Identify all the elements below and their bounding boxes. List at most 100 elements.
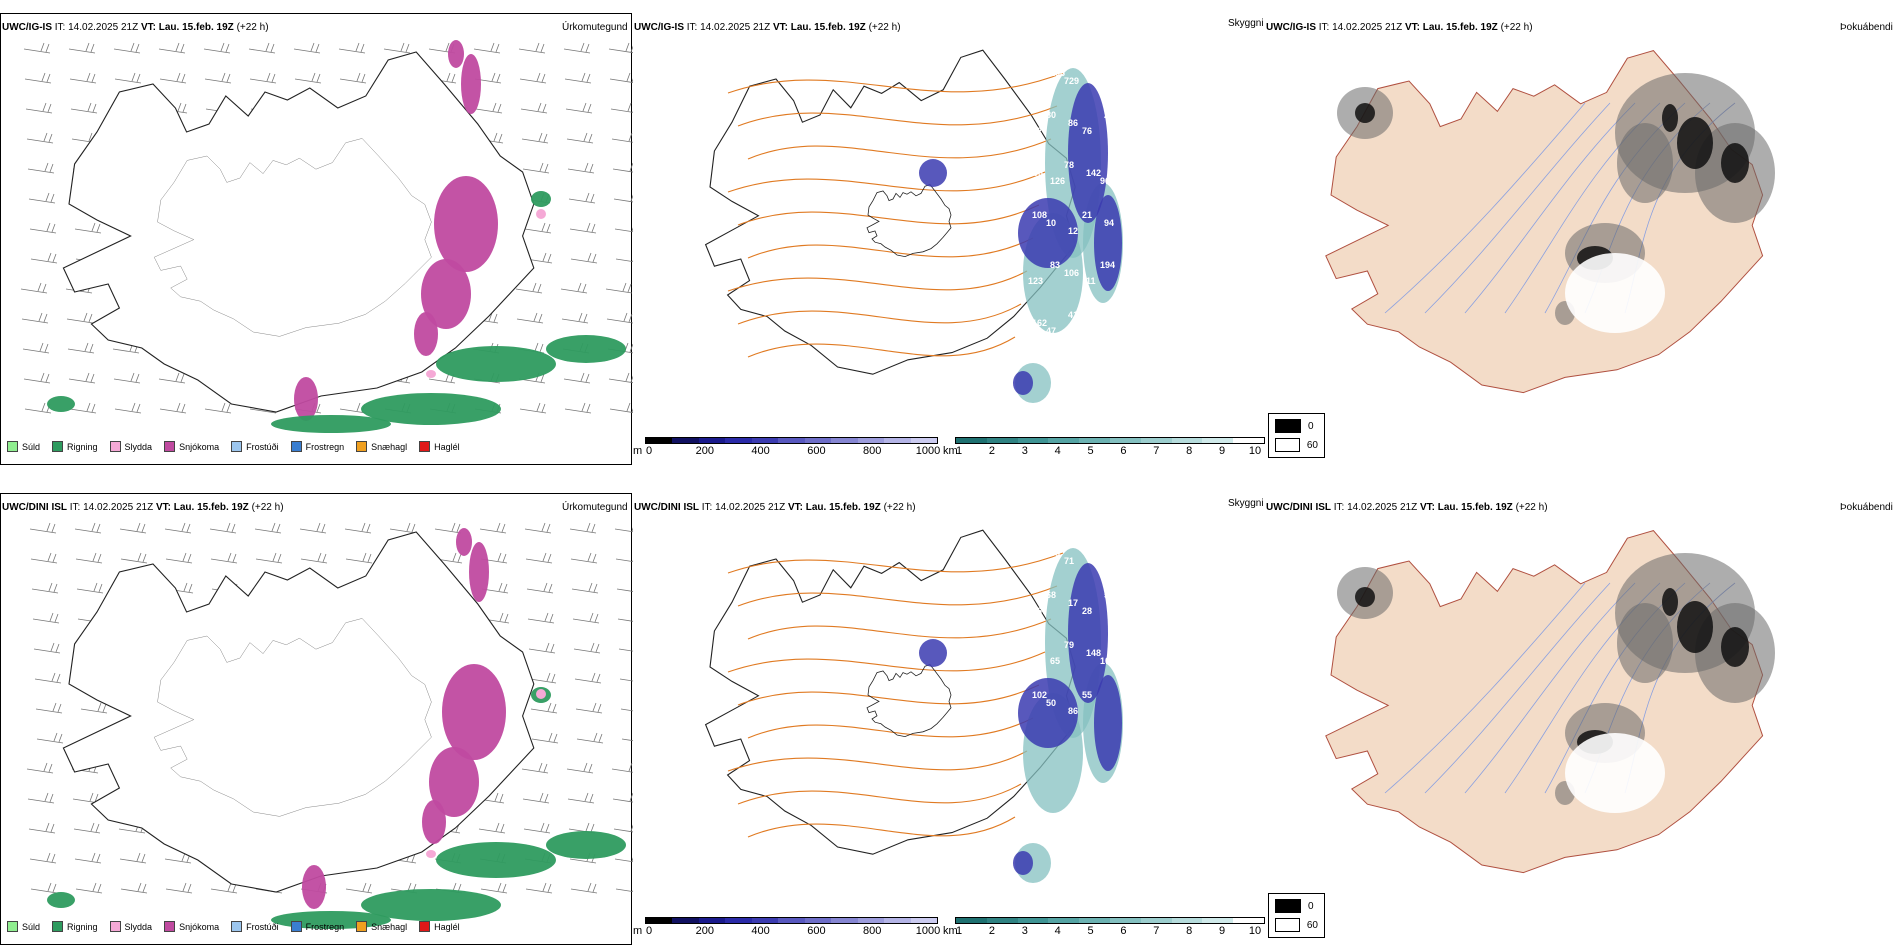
- wind-barb: [114, 402, 142, 414]
- ceiling-label: 24: [1100, 68, 1110, 78]
- low-ceiling-area: [1068, 563, 1108, 703]
- sleet-area: [426, 370, 436, 378]
- road-line: [737, 105, 1058, 127]
- wind-barb: [609, 72, 633, 83]
- ceiling-label: 68: [1046, 590, 1056, 600]
- ceiling-scale-swatch: [831, 918, 858, 923]
- wind-barb: [254, 522, 282, 534]
- ceiling-scale-swatch: [725, 918, 752, 923]
- legend-item: Rigning: [52, 441, 98, 452]
- ceiling-label: 78: [1064, 160, 1074, 170]
- snow-area: [422, 800, 446, 844]
- ceiling-scale-tick: 200: [695, 925, 714, 937]
- sleet-area: [426, 850, 436, 858]
- road-line: [747, 816, 1016, 838]
- ceiling-scale-swatch: [698, 438, 726, 443]
- glacier-outline: [866, 184, 952, 258]
- visibility-scale-swatch: [1109, 918, 1141, 923]
- legend-label: Frostregn: [305, 441, 345, 452]
- precip-map-row1: [20, 40, 633, 433]
- inland-contour: [153, 138, 432, 337]
- iceland-coastline: [62, 531, 535, 893]
- legend-swatch: [356, 921, 368, 932]
- wind-barb: [74, 852, 102, 864]
- wind-barb: [610, 102, 633, 113]
- ceiling-label: 158: [1050, 68, 1065, 78]
- legend-label: Snæhagl: [371, 921, 408, 932]
- ceiling-scale-swatch: [804, 438, 832, 443]
- wind-barb: [473, 42, 501, 54]
- legend-swatch: [52, 921, 64, 932]
- precip-panel-row1: Súld Rigning Slydda Snjókoma Frostúði Frostre…: [0, 13, 633, 465]
- fog-key-label: 0: [1308, 420, 1314, 432]
- visibility-scale-swatch: [1079, 918, 1110, 923]
- wind-barb: [68, 372, 96, 384]
- rain-area: [546, 335, 626, 363]
- precip-legend-row2: Súld Rigning Slydda Snjókoma Frostúði Frostre…: [7, 921, 460, 932]
- legend-swatch: [164, 441, 176, 452]
- road-line: [727, 651, 1046, 673]
- fog-gray-area: [1617, 603, 1673, 683]
- wind-barb: [575, 702, 603, 714]
- wind-barb: [611, 762, 633, 773]
- legend-label: Haglél: [434, 921, 460, 932]
- road-line: [727, 171, 1046, 193]
- fog-key-row: 0: [1275, 899, 1318, 913]
- ceiling-label: 21: [1082, 210, 1092, 220]
- wind-barb: [524, 222, 552, 234]
- fog-layer: [1325, 530, 1775, 874]
- wind-barb: [75, 552, 103, 564]
- legend-swatch: [109, 921, 121, 932]
- wind-barb: [567, 162, 595, 174]
- snow-area: [442, 664, 506, 760]
- fog-panel-row1: [1265, 13, 1900, 465]
- iceland-coastline: [704, 529, 1076, 855]
- ceiling-label: 47: [1046, 326, 1056, 336]
- wind-barb: [26, 762, 54, 774]
- fog-dense-area: [1721, 143, 1749, 183]
- wind-barb: [576, 732, 604, 744]
- fog-map-row2: [1325, 530, 1775, 874]
- wind-barb: [68, 42, 96, 54]
- wind-barb: [22, 342, 50, 354]
- ceiling-scale-unit: m: [633, 925, 643, 937]
- snow-area: [421, 259, 471, 329]
- rain-area: [47, 396, 75, 412]
- visibility-scale-swatch: [1202, 438, 1234, 443]
- visibility-scale-tick: 2: [988, 925, 995, 937]
- ceiling-scale-swatch: [698, 918, 726, 923]
- low-ceiling-area: [1094, 675, 1122, 771]
- visibility-scale-tick: 1: [955, 445, 963, 457]
- legend-swatch: [52, 441, 64, 452]
- wind-barb: [23, 372, 51, 384]
- snow-area: [429, 747, 479, 817]
- glacier-white-area: [1565, 733, 1665, 813]
- wind-barb: [159, 72, 187, 84]
- wind-barb: [563, 372, 591, 384]
- ceiling-label: 71: [1064, 556, 1074, 566]
- precip-layer: [20, 40, 633, 433]
- ceiling-scale-gradient: [645, 917, 938, 924]
- road-line: [737, 585, 1058, 607]
- snow-area: [461, 54, 481, 114]
- ceiling-label: 41: [1068, 310, 1078, 320]
- fog-dense-area: [1662, 104, 1678, 132]
- wind-barb: [523, 822, 551, 834]
- wind-barb: [31, 582, 59, 594]
- wind-barb: [66, 312, 94, 324]
- visibility-title-row1: Skyggni: [1228, 18, 1264, 29]
- wind-barb: [299, 522, 327, 534]
- wind-barb: [203, 42, 231, 54]
- road-line: [747, 237, 1034, 259]
- visibility-scale-tick: 2: [988, 445, 995, 457]
- wind-barb: [524, 522, 552, 534]
- legend-label: Rigning: [67, 441, 98, 452]
- low-ceiling-area: [919, 639, 947, 667]
- visibility-scale-tick: 10: [1248, 925, 1262, 937]
- wind-barb: [159, 402, 187, 414]
- wind-barb: [571, 582, 599, 594]
- wind-barb: [165, 882, 193, 894]
- wind-barb: [339, 72, 367, 84]
- wind-barb: [27, 162, 55, 174]
- wind-barb: [27, 792, 55, 804]
